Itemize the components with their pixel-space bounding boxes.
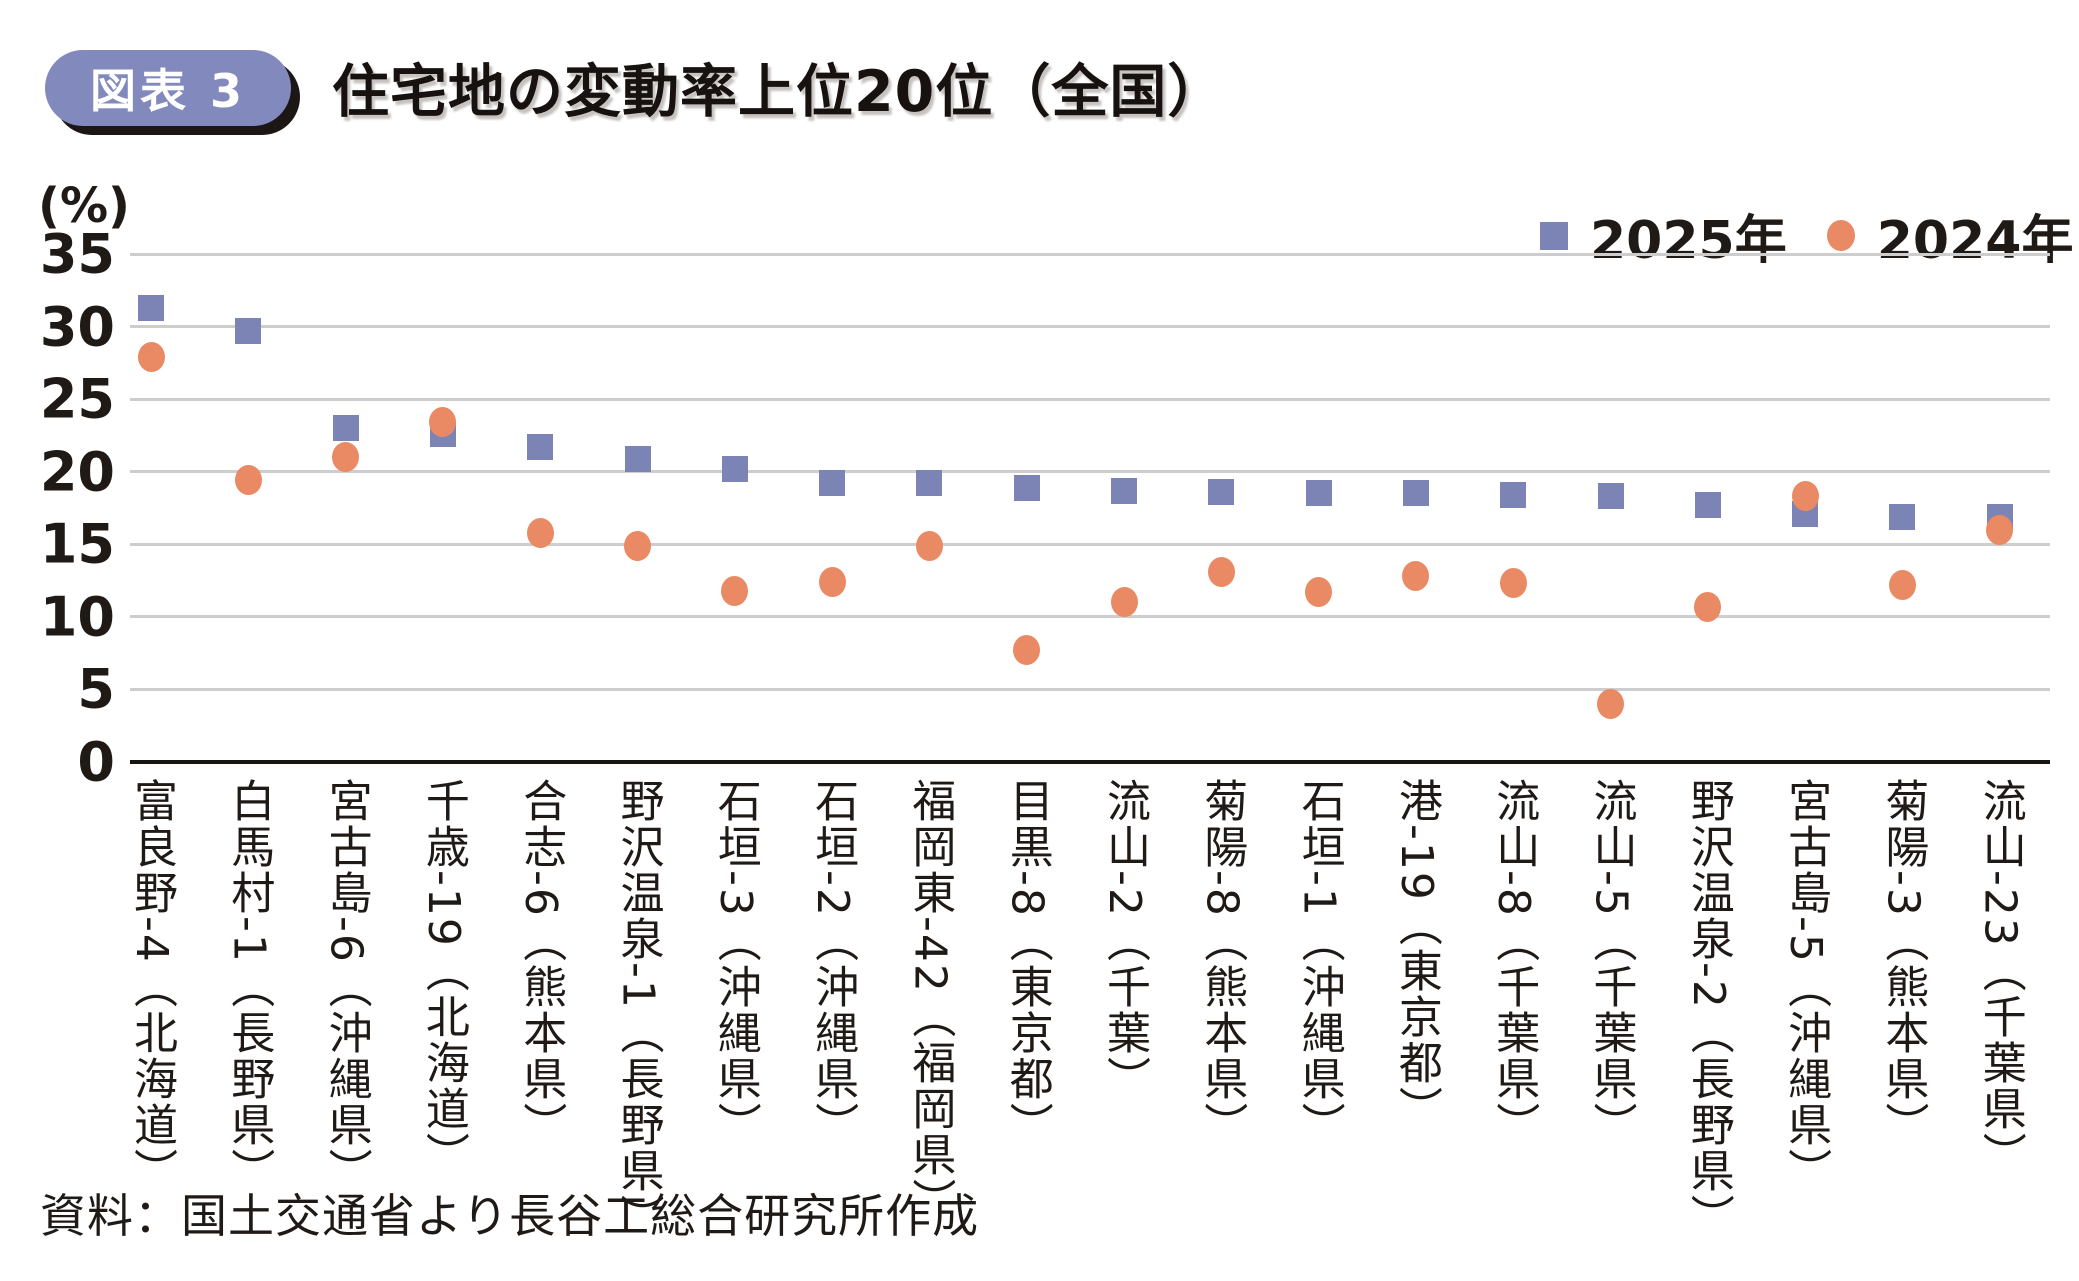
data-point-2025-square xyxy=(1208,479,1235,506)
data-point-2025-square xyxy=(1889,503,1916,530)
y-tick-label-20: 20 xyxy=(39,440,115,504)
data-point-2024-circle xyxy=(1110,587,1138,618)
data-point-2024-circle xyxy=(624,530,651,561)
data-point-2025-square xyxy=(138,294,164,321)
gridline-5 xyxy=(130,687,2050,691)
figure-number-label: 図表 3 xyxy=(89,64,247,118)
data-point-2024-circle xyxy=(429,407,457,438)
data-point-2024-circle xyxy=(915,530,943,561)
data-point-2025-square xyxy=(819,470,846,497)
data-point-2024-circle xyxy=(137,342,165,373)
y-tick-label-10: 10 xyxy=(39,585,115,649)
data-point-2025-square xyxy=(332,415,359,442)
data-point-2024-circle xyxy=(234,465,262,496)
y-tick-label-15: 15 xyxy=(39,512,115,576)
data-point-2025-square xyxy=(916,470,943,497)
x-category-label: 宮古島-6（沖縄県） xyxy=(320,778,372,1194)
x-category-label: 白馬村-1（長野県） xyxy=(223,778,275,1194)
data-point-2025-square xyxy=(1694,492,1721,519)
x-category-label: 菊陽-3（熊本県） xyxy=(1877,778,1929,1148)
data-point-2025-square xyxy=(1402,480,1429,507)
page-title: 住宅地の変動率上位20位（全国） xyxy=(332,59,1226,125)
legend-item-2025: 2025年 xyxy=(1540,198,1787,273)
data-point-2025-square xyxy=(527,434,554,461)
data-point-2025-square xyxy=(1597,483,1624,510)
y-tick-label-25: 25 xyxy=(39,367,115,431)
circle-marker-icon xyxy=(1826,220,1855,251)
x-category-label: 港-19（東京都） xyxy=(1390,778,1442,1132)
gridline-15 xyxy=(130,542,2050,546)
x-category-label: 富良野-4（北海道） xyxy=(126,778,177,1194)
legend-item-2024: 2024年 xyxy=(1826,198,2074,273)
y-axis-unit-label: (%) xyxy=(38,178,130,234)
y-tick-label-35: 35 xyxy=(39,222,115,286)
data-point-2025-square xyxy=(1500,481,1527,508)
data-point-2025-square xyxy=(1305,480,1332,507)
gridline-35 xyxy=(130,252,2050,256)
x-category-label: 宮古島-5（沖縄県） xyxy=(1780,778,1832,1194)
data-point-2025-square xyxy=(235,317,262,344)
x-category-label: 千歳-19（北海道） xyxy=(417,778,469,1178)
gridline-25 xyxy=(130,397,2050,401)
x-category-label: 野沢温泉-2（長野県） xyxy=(1682,778,1734,1240)
x-category-label: 流山-5（千葉県） xyxy=(1585,778,1637,1148)
data-point-2024-circle xyxy=(1499,568,1527,599)
x-category-label: 福岡東-42（福岡県） xyxy=(904,778,956,1224)
gridline-10 xyxy=(130,615,2050,619)
data-point-2024-circle xyxy=(1791,481,1819,512)
chart-legend: 2025年 2024年 xyxy=(1540,198,2073,273)
x-category-label: 菊陽-8（熊本県） xyxy=(1196,778,1248,1148)
x-category-label: 合志-6（熊本県） xyxy=(515,778,567,1148)
figure-number-badge: 図表 3 xyxy=(45,50,291,126)
gridline-20 xyxy=(130,470,2050,474)
data-point-2024-circle xyxy=(1402,561,1430,592)
data-point-2024-circle xyxy=(332,442,360,473)
data-point-2024-circle xyxy=(721,575,749,606)
data-point-2024-circle xyxy=(1305,577,1333,608)
y-tick-label-0: 0 xyxy=(77,730,115,794)
x-category-label: 石垣-2（沖縄県） xyxy=(807,778,859,1148)
data-point-2024-circle xyxy=(818,567,846,598)
data-point-2025-square xyxy=(1111,477,1137,504)
data-point-2025-square xyxy=(1013,474,1040,501)
x-axis-line xyxy=(130,760,2050,764)
x-category-label: 野沢温泉-1（長野県） xyxy=(612,778,664,1240)
data-point-2024-circle xyxy=(1207,556,1235,587)
x-category-label: 流山-23（千葉県） xyxy=(1974,778,2026,1178)
x-category-label: 石垣-1（沖縄県） xyxy=(1293,778,1345,1148)
square-marker-icon xyxy=(1540,221,1568,250)
x-category-label: 石垣-3（沖縄県） xyxy=(709,778,761,1148)
legend-label-2025: 2025年 xyxy=(1590,211,1787,271)
y-tick-label-30: 30 xyxy=(39,295,115,359)
x-category-label: 目黒-8（東京都） xyxy=(1001,778,1053,1148)
data-point-2024-circle xyxy=(1597,688,1624,719)
data-point-2024-circle xyxy=(1986,514,2014,545)
gridline-30 xyxy=(130,325,2050,329)
y-tick-label-5: 5 xyxy=(77,657,115,721)
x-category-label: 流山-8（千葉県） xyxy=(1488,778,1540,1148)
data-point-2024-circle xyxy=(1888,569,1916,600)
data-point-2024-circle xyxy=(526,517,554,548)
source-note: 資料：国土交通省より長谷工総合研究所作成 xyxy=(40,1189,980,1243)
x-category-label: 流山-2（千葉） xyxy=(1099,778,1150,1102)
data-point-2025-square xyxy=(624,445,651,472)
data-point-2024-circle xyxy=(1013,635,1041,666)
data-point-2024-circle xyxy=(1694,591,1722,622)
data-point-2025-square xyxy=(721,455,748,482)
legend-label-2024: 2024年 xyxy=(1876,211,2074,271)
